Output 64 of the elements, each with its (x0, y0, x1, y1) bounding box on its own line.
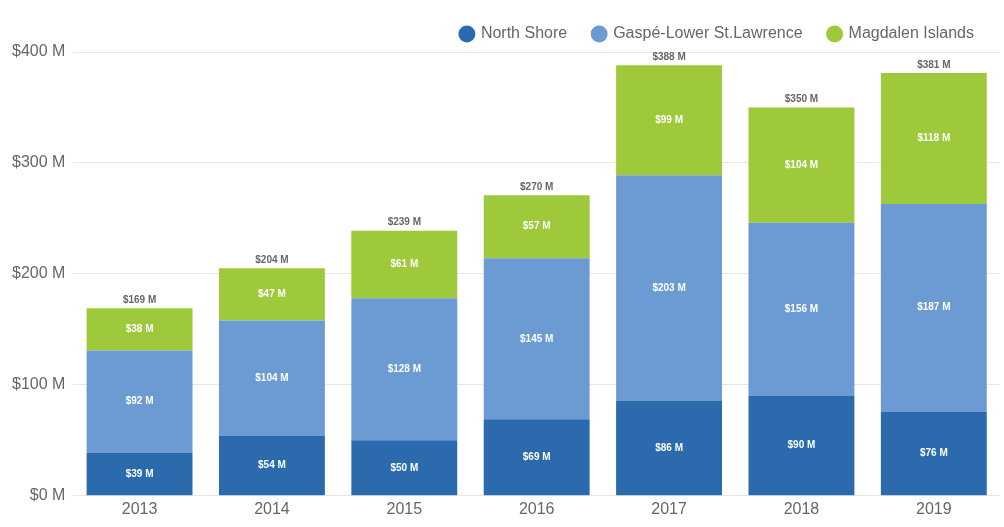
bar (86, 452, 193, 496)
total-label: $388 M (652, 51, 686, 63)
bar (218, 435, 325, 496)
data-label: $61 M (390, 258, 419, 270)
bar (483, 419, 590, 496)
total-label: $204 M (255, 254, 289, 266)
x-tick-label: 2019 (916, 499, 952, 517)
data-label: $57 M (522, 220, 551, 232)
data-label: $156 M (784, 303, 819, 315)
total-label: $270 M (520, 180, 554, 192)
x-tick-label: 2014 (254, 499, 290, 517)
y-tick-label: $200 M (11, 264, 66, 282)
bar (880, 411, 987, 496)
bar (880, 73, 987, 204)
bar (218, 320, 325, 436)
bar (351, 230, 458, 299)
data-label: $50 M (390, 461, 419, 473)
data-label: $38 M (125, 323, 154, 335)
data-label: $54 M (258, 459, 286, 471)
legend-label: Magdalen Islands (848, 24, 975, 42)
total-label: $239 M (387, 216, 421, 228)
bar (351, 440, 458, 496)
bar (748, 107, 855, 223)
data-label: $118 M (917, 132, 951, 144)
x-tick-label: 2017 (651, 499, 687, 517)
bar (86, 350, 193, 453)
bar (748, 395, 855, 496)
total-label: $381 M (917, 58, 951, 70)
y-tick-label: $400 M (11, 42, 66, 60)
x-tick-label: 2013 (121, 499, 158, 517)
bar (86, 308, 193, 351)
bar (218, 268, 325, 321)
total-label: $169 M (122, 294, 157, 306)
y-tick-label: $0 M (29, 486, 66, 504)
data-label: $104 M (255, 371, 289, 383)
data-label: $187 M (917, 301, 951, 313)
data-label: $145 M (520, 332, 554, 344)
bar (616, 175, 723, 401)
y-tick-label: $300 M (11, 153, 66, 171)
bar (616, 400, 723, 496)
x-tick-label: 2016 (518, 499, 555, 517)
bar (351, 298, 458, 441)
data-label: $39 M (125, 467, 154, 479)
data-label: $104 M (784, 158, 819, 170)
bar (483, 258, 590, 420)
data-label: $128 M (387, 363, 421, 375)
legend-label: North Shore (480, 24, 568, 42)
x-tick-label: 2018 (783, 499, 820, 517)
total-label: $350 M (784, 93, 819, 105)
data-label: $47 M (258, 288, 286, 300)
data-label: $203 M (652, 281, 686, 293)
y-tick-label: $100 M (11, 375, 66, 393)
x-tick-label: 2015 (386, 499, 423, 517)
legend-label: Gaspé-Lower St.Lawrence (613, 24, 803, 42)
data-label: $86 M (655, 441, 683, 453)
bar (616, 65, 723, 176)
data-label: $69 M (522, 451, 551, 463)
bar (880, 204, 987, 412)
data-label: $76 M (919, 447, 948, 459)
bar (483, 195, 590, 259)
bar (748, 222, 855, 396)
data-label: $99 M (655, 113, 683, 125)
data-label: $92 M (125, 395, 154, 407)
data-label: $90 M (787, 439, 816, 451)
